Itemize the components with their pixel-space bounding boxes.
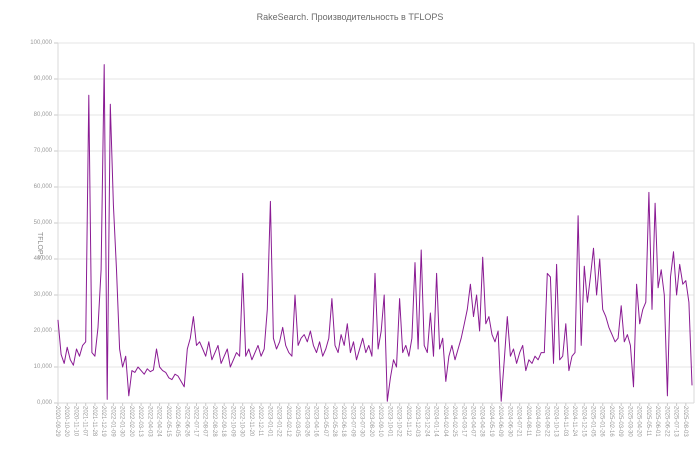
- x-axis-tick-label: 2025-03-09: [617, 406, 624, 437]
- x-axis-tick-label: 2020-11-10: [72, 406, 79, 437]
- x-axis-tick-label: 2025-05-11: [644, 406, 651, 437]
- x-axis-tick-label: 2024-05-19: [487, 406, 494, 437]
- x-axis-tick-label: 2023-12-24: [423, 406, 430, 437]
- x-axis-tick-label: 2023-12-03: [414, 406, 421, 437]
- x-axis-tick-label: 2023-05-28: [330, 406, 337, 437]
- x-axis-tick-label: 2023-10-22: [395, 406, 402, 437]
- x-axis-tick-label: 2024-12-15: [580, 406, 587, 437]
- x-axis-tick-label: 2024-01-14: [432, 406, 439, 437]
- y-axis-tick-label: 80,000: [33, 112, 52, 118]
- x-axis-tick-label: 2023-04-16: [312, 406, 319, 437]
- x-axis-tick-label: 2022-08-28: [210, 406, 217, 437]
- x-axis-tick-label: 2022-05-15: [164, 406, 171, 437]
- x-axis-tick-label: 2024-06-09: [497, 406, 504, 437]
- x-axis-tick-label: 2023-06-18: [340, 406, 347, 437]
- x-axis-tick-label: 2025-02-16: [607, 406, 614, 437]
- x-axis-tick-label: 2024-09-22: [543, 406, 550, 437]
- performance-line-series: [57, 64, 693, 402]
- x-axis-tick-label: 2022-04-03: [146, 406, 153, 437]
- x-axis-tick-label: 2023-08-20: [367, 406, 374, 437]
- y-axis-tick-label: 70,000: [33, 148, 52, 154]
- x-axis-tick-label: 2024-03-17: [460, 406, 467, 437]
- x-axis-tick-label: 2022-08-07: [201, 406, 208, 437]
- x-axis-tick-label: 2024-02-25: [451, 406, 458, 437]
- x-axis-tick-label: 2025-03-30: [626, 406, 633, 437]
- x-axis-tick-label: 2021-12-19: [100, 406, 107, 437]
- x-axis-tick-label: 2024-09-01: [534, 406, 541, 437]
- x-axis-tick-label: 2022-11-20: [247, 406, 254, 437]
- x-axis-tick-label: 2022-07-17: [192, 406, 199, 437]
- y-axis-title: TFLOPS: [36, 232, 43, 260]
- x-axis-tick-label: 2022-06-05: [174, 406, 181, 437]
- y-axis-tick-label: 50,000: [33, 220, 52, 226]
- x-axis-tick-label: 2022-03-13: [137, 406, 144, 437]
- x-axis-tick-label: 2024-10-13: [552, 406, 559, 437]
- x-axis-tick-label: 2022-09-18: [220, 406, 227, 437]
- x-axis-tick-label: 2023-01-01: [266, 406, 273, 437]
- x-axis-tick-label: 2024-06-30: [506, 406, 513, 437]
- x-axis-tick-label: 2023-07-09: [349, 406, 356, 437]
- x-axis-tick-label: 2022-01-09: [109, 406, 116, 437]
- x-axis-tick-label: 2025-07-13: [672, 406, 679, 437]
- x-axis-tick-label: 2021-11-28: [90, 406, 97, 437]
- x-axis-tick-label: 2025-01-05: [589, 406, 596, 437]
- x-axis-tick-label: 2022-02-20: [127, 406, 134, 437]
- x-axis-tick-label: 2022-06-26: [183, 406, 190, 437]
- x-axis-tick-label: 2023-10-01: [386, 406, 393, 437]
- x-axis-tick-label: 2023-02-12: [284, 406, 291, 437]
- x-axis-tick-label: 2024-11-03: [561, 406, 568, 437]
- x-axis-tick-label: 2023-07-30: [358, 406, 365, 437]
- x-axis-tick-label: 2023-11-12: [404, 406, 411, 437]
- x-axis-tick-label: 2025-01-26: [598, 406, 605, 437]
- y-axis-tick-label: 90,000: [33, 76, 52, 82]
- x-axis-tick-label: 2020-09-29: [54, 406, 60, 437]
- x-axis-tick-label: 2022-10-09: [229, 406, 236, 437]
- x-axis-tick-label: 2023-03-26: [303, 406, 310, 437]
- y-axis-tick-label: 60,000: [33, 184, 52, 190]
- x-axis-tick-label: 2020-10-20: [63, 406, 70, 437]
- y-axis-tick-label: 20,000: [33, 328, 52, 334]
- x-axis-tick-label: 2022-12-11: [257, 406, 264, 437]
- x-axis-tick-label: 2023-01-22: [275, 406, 282, 437]
- y-axis-tick-label: 30,000: [33, 292, 52, 298]
- y-axis-tick-label: 0,000: [36, 400, 52, 406]
- x-axis-tick-label: 2022-01-30: [118, 406, 125, 437]
- x-axis-tick-label: 2024-02-04: [441, 406, 448, 437]
- x-axis-tick-label: 2024-08-11: [524, 406, 531, 437]
- x-axis-tick-label: 2022-04-24: [155, 406, 162, 437]
- x-axis-tick-label: 2025-08-03: [681, 406, 688, 437]
- x-axis-tick-label: 2024-04-28: [478, 406, 485, 437]
- x-axis-tick-label: 2024-07-21: [515, 406, 522, 437]
- x-axis-tick-label: 2025-04-20: [635, 406, 642, 437]
- x-axis-tick-label: 2024-04-07: [469, 406, 476, 437]
- x-axis-tick-label: 2023-09-10: [377, 406, 384, 437]
- x-axis-tick-label: 2022-10-30: [238, 406, 245, 437]
- y-axis-tick-label: 100,000: [30, 40, 52, 46]
- y-axis-tick-label: 10,000: [33, 364, 52, 370]
- x-axis-tick-label: 2023-03-05: [294, 406, 301, 437]
- x-axis-tick-label: 2025-06-01: [654, 406, 661, 437]
- y-axis-tick-label: 40,000: [33, 256, 52, 262]
- chart-title: RakeSearch. Производительность в TFLOPS: [256, 12, 444, 22]
- x-axis-tick-label: 2021-11-07: [81, 406, 88, 437]
- x-axis-tick-label: 2024-11-24: [571, 406, 578, 437]
- x-axis-tick-label: 2023-05-07: [321, 406, 328, 437]
- x-axis-tick-label: 2025-06-22: [663, 406, 670, 437]
